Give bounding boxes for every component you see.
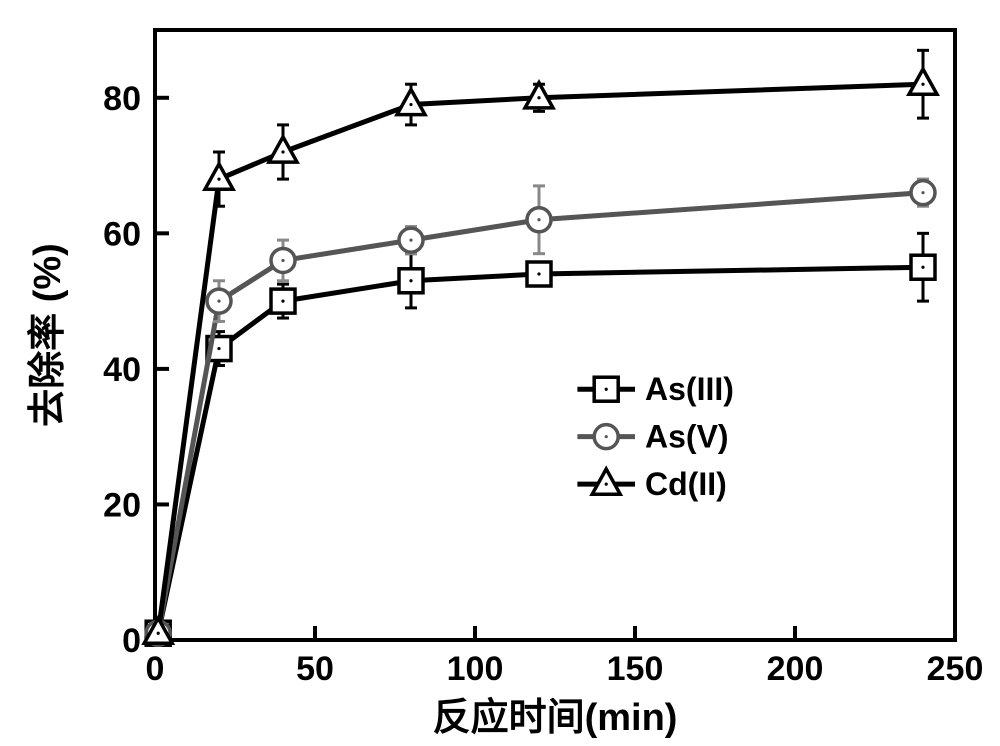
- x-tick-label: 100: [447, 650, 504, 688]
- x-tick-label: 50: [296, 650, 334, 688]
- y-tick-label: 40: [103, 351, 141, 389]
- y-tick-label: 20: [103, 486, 141, 524]
- legend-label: As(III): [645, 371, 734, 407]
- legend-label: As(V): [645, 419, 729, 455]
- y-axis-label: 去除率 (%): [26, 243, 69, 427]
- y-tick-label: 60: [103, 215, 141, 253]
- x-tick-label: 0: [146, 650, 165, 688]
- y-tick-label: 0: [122, 622, 141, 660]
- legend-label: Cd(II): [645, 466, 727, 502]
- x-tick-label: 250: [927, 650, 984, 688]
- y-tick-label: 80: [103, 80, 141, 118]
- x-tick-label: 200: [767, 650, 824, 688]
- legend-item: As(III): [577, 371, 733, 407]
- chart-svg: 0 50 100 150 200 250 0 20 40 60 80 反应时间(min) 去除率 (%)…: [0, 0, 1000, 746]
- chart-container: 0 50 100 150 200 250 0 20 40 60 80 反应时间(min) 去除率 (%)…: [0, 0, 1000, 746]
- x-tick-label: 150: [607, 650, 664, 688]
- x-axis-label: 反应时间(min): [433, 697, 678, 739]
